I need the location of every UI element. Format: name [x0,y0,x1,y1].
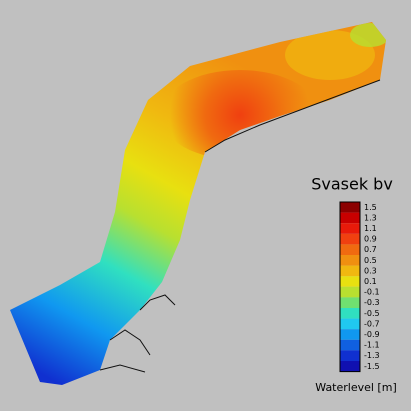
legend-swatch [340,297,360,308]
legend-tick-label: -0.9 [364,330,380,339]
legend-swatch [340,350,360,361]
legend-swatch [340,339,360,351]
legend-tick-label: -1.5 [364,362,380,371]
legend-tick-label: 1.3 [364,213,377,222]
legend-tick-label: 1.1 [364,224,377,233]
legend-tick-label: 0.1 [364,277,377,286]
legend-tick-label: 0.5 [364,256,377,265]
legend-swatch [340,329,360,340]
estuary-lines [99,294,176,373]
legend: 1.51.3 1.1 0.90.7 0.50.3 0.1 -0.1-0.3 -0.5-0.7… [339,201,380,373]
legend-tick-label: -1.1 [364,341,380,350]
legend-swatch [340,276,360,287]
legend-tick-label: 0.9 [364,235,377,244]
legend-tick-label: -0.1 [364,288,380,297]
legend-tick-label: -1.3 [364,351,380,360]
coastline [204,79,381,153]
legend-tick-label: 0.7 [364,245,377,254]
legend-swatch [340,255,360,266]
legend-swatch [340,212,360,224]
legend-swatch [340,286,360,298]
legend-swatch [340,308,360,319]
legend-swatch [340,223,360,234]
legend-tick-label: 0.3 [364,266,377,275]
legend-swatch [340,265,360,277]
legend-tick-label: -0.7 [364,319,380,328]
legend-frame [339,201,361,373]
legend-tick-label: -0.5 [364,309,380,318]
company-label: Svasek bv [311,175,393,194]
legend-swatch [340,361,360,372]
legend-swatch [340,202,360,213]
legend-swatch [340,318,360,330]
legend-tick-label: -0.3 [364,298,380,307]
legend-tick-label: 1.5 [364,203,377,212]
legend-title: Waterlevel [m] [315,381,396,394]
legend-swatch [340,233,360,245]
legend-swatch [340,244,360,255]
